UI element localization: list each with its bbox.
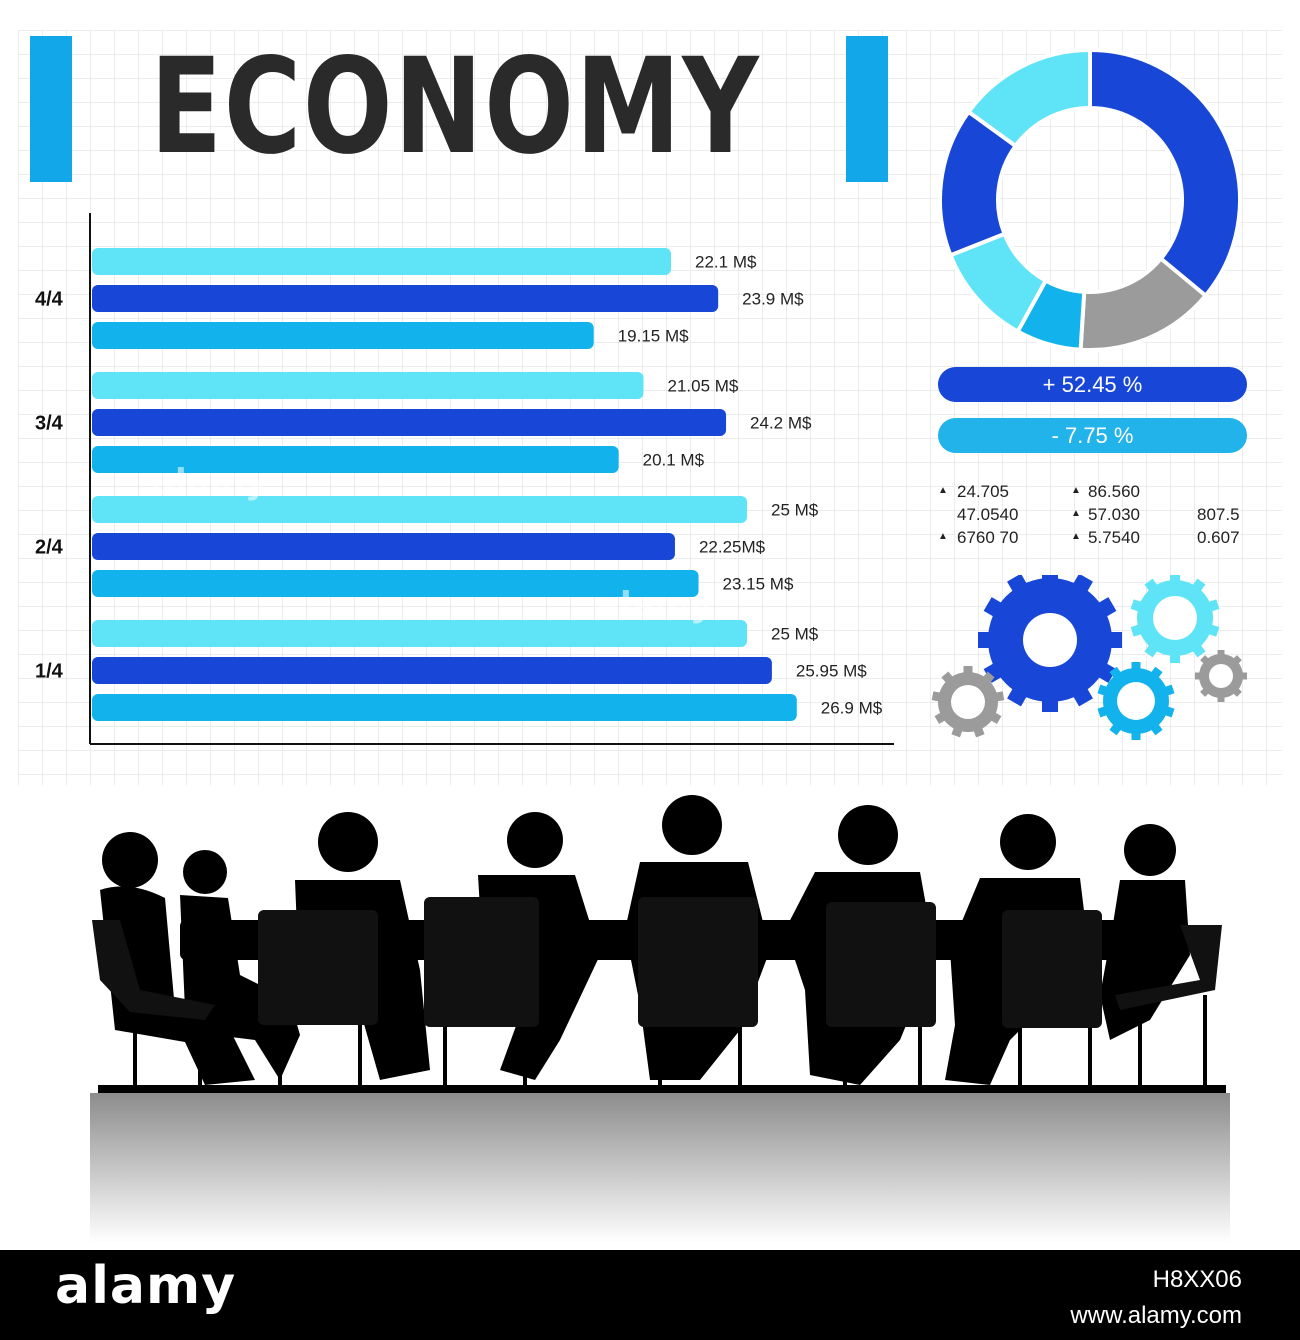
positive-change-badge: + 52.45 %: [938, 367, 1247, 402]
bar: [92, 372, 644, 399]
stat-value: 57.030: [1088, 505, 1140, 524]
title-accent-right: [846, 36, 888, 182]
image-id: H8XX06: [1152, 1266, 1242, 1293]
bar: [92, 694, 797, 721]
stat-value: 24.705: [957, 482, 1009, 501]
donut-segment: [965, 47, 1092, 149]
donut-segment: [1088, 47, 1242, 299]
footer-bar: alamy H8XX06 www.alamy.com: [0, 1250, 1300, 1340]
bar: [92, 248, 672, 275]
bar-value-label: 25 M$: [771, 501, 819, 520]
bar-value-label: 26.9 M$: [821, 699, 883, 718]
gear-gray-left-icon: [931, 666, 1005, 738]
stat-value: 5.7540: [1088, 528, 1140, 547]
bar: [92, 322, 594, 349]
bar: [92, 409, 727, 436]
gear-gray-right-icon: [1195, 650, 1247, 702]
bar-chart: 4/4 22.1 M$ 23.9 M$ 19.15 M$ 3/4 21.05 M$ 24.2…: [35, 213, 894, 745]
gear-light-icon: [1130, 575, 1220, 663]
bar-value-label: 22.1 M$: [695, 253, 757, 272]
bar: [92, 496, 747, 523]
bar: [92, 657, 772, 684]
gears-illustration: [931, 575, 1247, 740]
category-label: 3/4: [35, 413, 64, 435]
title-accent-left: [30, 36, 72, 182]
stat-value: 86.560: [1088, 482, 1140, 501]
bar: [92, 285, 719, 312]
gear-mid-icon: [1097, 662, 1175, 740]
floor-reflection: [90, 1093, 1230, 1243]
stat-value: 0.607: [1197, 528, 1240, 547]
table-base: [98, 1085, 1226, 1093]
gear-large-icon: [978, 575, 1122, 712]
stat-value: 6760 70: [957, 528, 1019, 547]
alamy-logo: alamy: [55, 1256, 237, 1316]
up-triangle-icon: ▲: [1071, 508, 1081, 519]
bar: [92, 570, 699, 597]
bar-value-label: 19.15 M$: [618, 327, 689, 346]
bar-value-label: 22.25M$: [699, 538, 766, 557]
chair-legs: [133, 995, 1207, 1085]
bar: [92, 446, 619, 473]
stat-value: 807.5: [1197, 505, 1240, 524]
stat-value: 47.0540: [957, 505, 1019, 524]
up-triangle-icon: ▲: [938, 485, 948, 496]
bar-value-label: 23.15 M$: [723, 575, 794, 594]
donut-chart: [938, 47, 1242, 352]
site-url: www.alamy.com: [1070, 1302, 1242, 1329]
chair-silhouettes: [92, 897, 1222, 1028]
category-label: 1/4: [35, 661, 64, 683]
up-triangle-icon: ▲: [1071, 531, 1081, 542]
bar-value-label: 20.1 M$: [643, 451, 705, 470]
up-triangle-icon: ▲: [938, 531, 948, 542]
bar-value-label: 21.05 M$: [668, 377, 739, 396]
meeting-silhouette-image: [90, 795, 1230, 1243]
bar-value-label: 25 M$: [771, 625, 819, 644]
bar: [92, 533, 675, 560]
bar-value-label: 24.2 M$: [750, 414, 812, 433]
category-label: 2/4: [35, 537, 64, 559]
bar: [92, 620, 747, 647]
bar-value-label: 25.95 M$: [796, 662, 867, 681]
category-label: 4/4: [35, 289, 64, 311]
negative-change-badge: - 7.75 %: [938, 418, 1247, 453]
up-triangle-icon: ▲: [1071, 485, 1081, 496]
bar-value-label: 23.9 M$: [742, 290, 804, 309]
